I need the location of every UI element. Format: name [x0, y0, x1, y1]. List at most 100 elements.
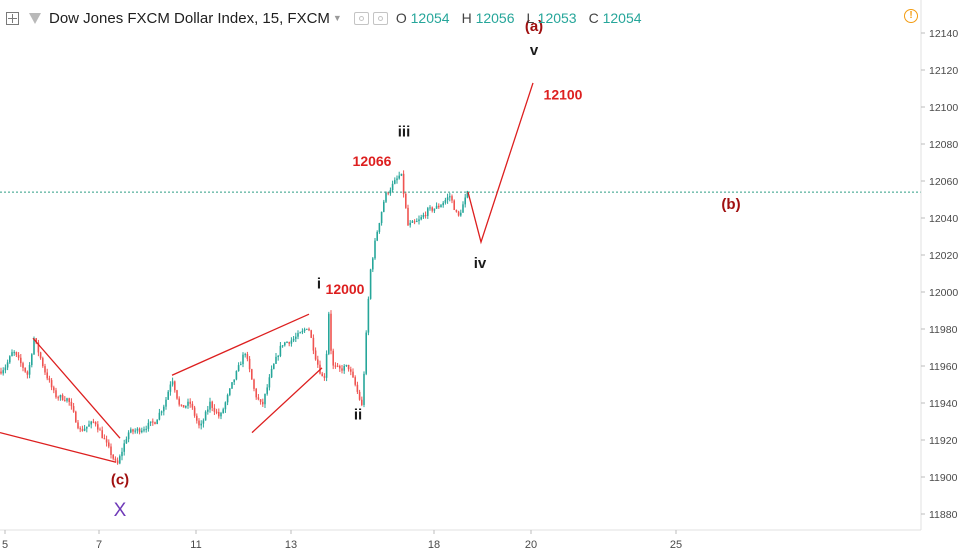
- candle: [299, 331, 301, 334]
- y-tick-label: 12120: [929, 65, 958, 77]
- candle: [121, 447, 123, 461]
- candle-body: [400, 173, 403, 176]
- candle: [336, 362, 339, 368]
- candle: [273, 363, 275, 370]
- candle-body: [79, 428, 81, 430]
- candle: [99, 427, 101, 431]
- candle-body: [72, 406, 75, 412]
- candle-body: [9, 356, 11, 363]
- candle-body: [33, 338, 35, 355]
- candle: [433, 208, 436, 214]
- candle: [427, 206, 429, 219]
- candle: [253, 378, 255, 392]
- candle: [147, 419, 150, 432]
- candle-body: [213, 407, 216, 412]
- candle: [288, 341, 290, 347]
- candle-body: [171, 381, 174, 385]
- candle: [262, 398, 264, 407]
- candle: [134, 428, 136, 434]
- candle-body: [389, 189, 392, 194]
- candle-body: [2, 370, 4, 374]
- candle: [101, 426, 103, 439]
- wave-label: 12000: [326, 281, 365, 297]
- candle: [116, 457, 119, 465]
- candle-body: [200, 423, 202, 426]
- candle: [178, 396, 180, 407]
- candle: [61, 393, 64, 401]
- candle-body: [310, 330, 312, 338]
- candle-body: [132, 429, 134, 432]
- candle-body: [22, 363, 24, 368]
- candle: [42, 356, 44, 368]
- wave-line-2: [0, 431, 117, 463]
- candle-body: [174, 381, 176, 391]
- candle-body: [218, 412, 220, 417]
- candle-body: [152, 421, 154, 423]
- candle: [130, 427, 132, 434]
- wave-line-5: [467, 82, 534, 245]
- candle-body: [330, 313, 332, 351]
- y-tick-label: 12000: [929, 287, 958, 299]
- chevron-down-icon[interactable]: ▼: [332, 13, 342, 23]
- candle-body: [231, 382, 233, 389]
- candle: [453, 199, 455, 211]
- settings-icon[interactable]: [372, 11, 388, 25]
- collapse-triangle-icon[interactable]: [29, 12, 41, 24]
- candle-body: [81, 429, 84, 431]
- candle: [209, 397, 211, 413]
- candle: [354, 375, 356, 387]
- candle: [334, 362, 337, 369]
- candle: [281, 345, 284, 348]
- candle-body: [99, 429, 101, 431]
- symbol-title[interactable]: Dow Jones FXCM Dollar Index, 15, FXCM: [49, 9, 330, 27]
- candle-body: [123, 443, 125, 452]
- candle-body: [424, 214, 427, 216]
- candle-body: [286, 342, 288, 344]
- candle-body: [207, 409, 209, 412]
- candle: [176, 389, 178, 400]
- candle: [352, 368, 354, 379]
- candle: [264, 393, 266, 408]
- candle: [237, 362, 240, 372]
- candle-body: [435, 205, 438, 209]
- candle: [389, 187, 392, 196]
- expand-icon[interactable]: [6, 11, 19, 25]
- candle-body: [453, 200, 455, 210]
- candle: [378, 222, 381, 234]
- candle: [28, 362, 31, 379]
- candle: [345, 364, 348, 367]
- candle-body: [187, 401, 189, 406]
- candle: [323, 373, 326, 381]
- candle-body: [83, 428, 86, 431]
- candle-body: [253, 379, 255, 389]
- candle-body: [275, 356, 277, 364]
- x-tick-label: 20: [525, 539, 537, 551]
- candle: [431, 206, 433, 213]
- candle: [2, 367, 4, 376]
- candle: [446, 193, 449, 204]
- candle-body: [169, 384, 172, 392]
- candle-body: [317, 359, 319, 365]
- candle-body: [37, 342, 40, 353]
- candle: [141, 427, 143, 434]
- candle-body: [178, 398, 180, 405]
- candle: [200, 420, 202, 430]
- candle: [460, 209, 462, 217]
- candle-body: [343, 366, 345, 371]
- candle-body: [411, 221, 414, 223]
- alert-icon[interactable]: !: [904, 9, 918, 23]
- candle: [213, 404, 216, 415]
- candle: [79, 426, 81, 433]
- candle: [4, 364, 7, 374]
- y-tick-label: 12080: [929, 139, 958, 151]
- eye-icon[interactable]: [353, 11, 369, 25]
- y-tick-label: 11980: [929, 324, 958, 336]
- y-tick-label: 11900: [929, 472, 958, 484]
- y-tick-label: 12040: [929, 213, 958, 225]
- wave-label: 12100: [544, 87, 583, 103]
- ohlc-c: C 12054: [588, 10, 642, 26]
- candle-body: [112, 454, 114, 459]
- time-axis: 5 7 11 13 18 20 25: [2, 530, 682, 551]
- candle-body: [418, 219, 420, 222]
